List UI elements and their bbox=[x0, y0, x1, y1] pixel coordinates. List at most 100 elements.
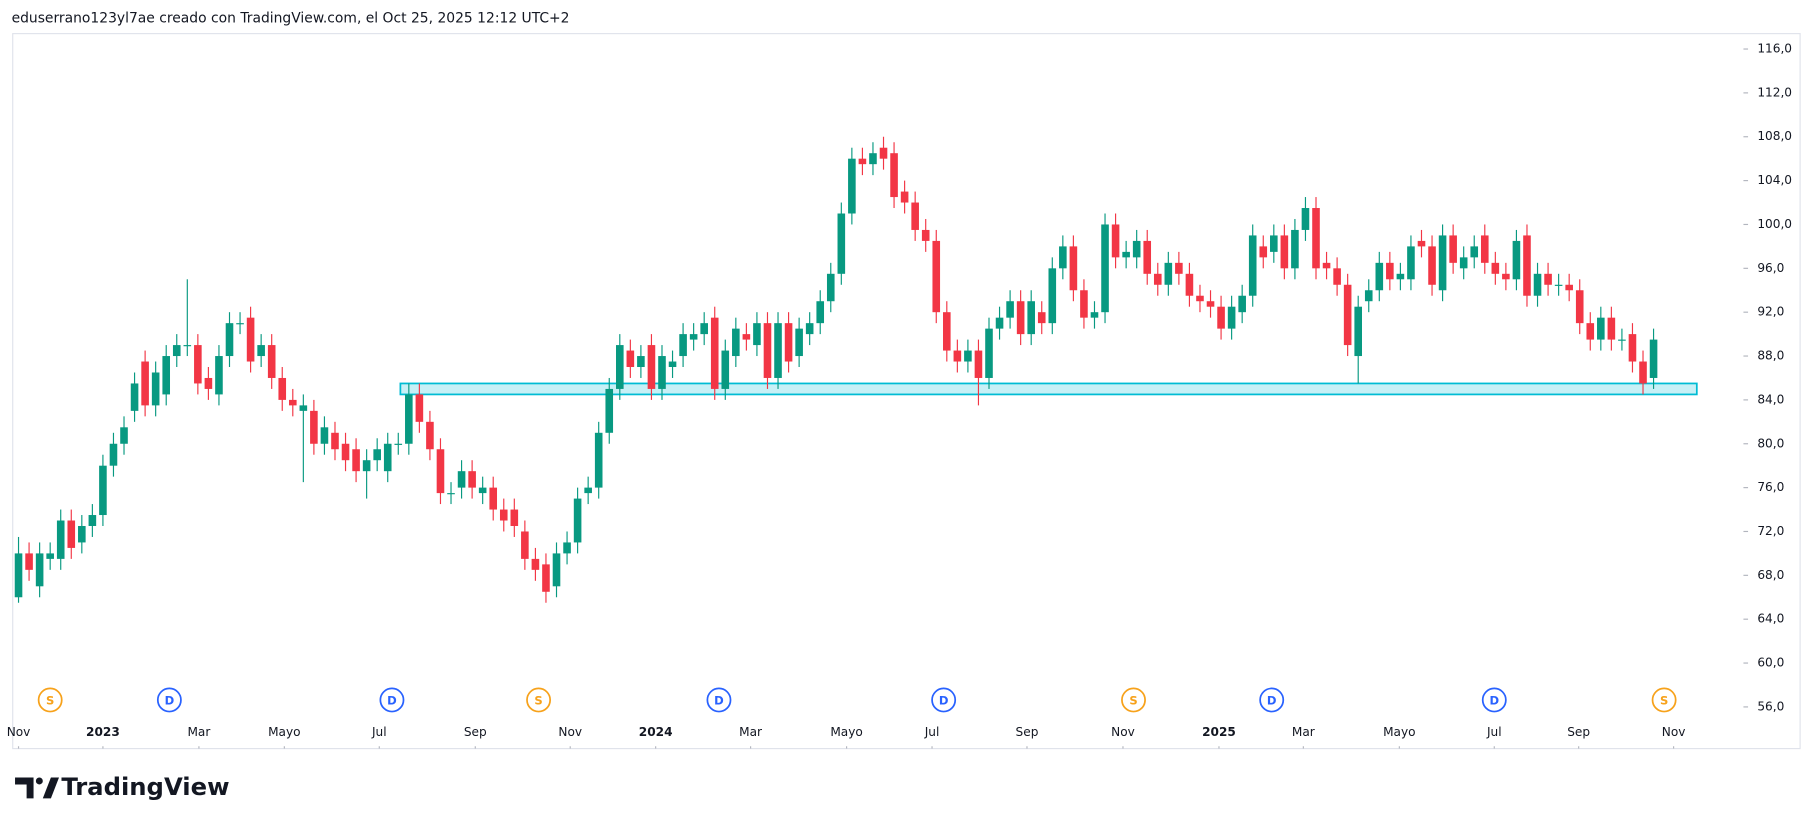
candle-body bbox=[499, 509, 508, 521]
candle-body bbox=[204, 377, 213, 389]
candle-body bbox=[710, 317, 719, 389]
candle-body bbox=[1248, 235, 1257, 296]
candle-body bbox=[1470, 246, 1479, 258]
candle-body bbox=[1259, 246, 1268, 258]
candle-body bbox=[679, 334, 687, 357]
x-tick-label: Sep bbox=[464, 725, 487, 739]
candle-body bbox=[900, 191, 909, 203]
candle-body bbox=[88, 515, 97, 526]
candle-body bbox=[1628, 334, 1637, 362]
candle-body bbox=[1333, 268, 1341, 285]
candle-body bbox=[352, 449, 360, 472]
candle-body bbox=[826, 273, 835, 302]
candle-body bbox=[415, 394, 424, 422]
candle-body bbox=[194, 345, 202, 384]
y-tick-label: 96,0 bbox=[1757, 261, 1784, 275]
event-marker bbox=[931, 687, 957, 713]
candle-body bbox=[172, 345, 181, 357]
candle-body bbox=[1227, 306, 1236, 329]
candle-body bbox=[215, 356, 223, 395]
candle-body bbox=[763, 323, 772, 378]
candle-body bbox=[1386, 262, 1394, 280]
y-tick-label: 76,0 bbox=[1757, 480, 1784, 494]
candle-body bbox=[837, 213, 846, 274]
candle-body bbox=[1132, 240, 1141, 258]
candle-body bbox=[1238, 295, 1246, 313]
candle-body bbox=[1407, 246, 1415, 280]
event-label: S bbox=[46, 694, 54, 708]
candle-body bbox=[848, 158, 856, 214]
candle-body bbox=[1480, 235, 1489, 263]
x-tick-label: 2025 bbox=[1202, 725, 1236, 739]
candle-body bbox=[1164, 262, 1173, 285]
candle-body bbox=[1090, 312, 1099, 318]
y-tick-label: 100,0 bbox=[1757, 217, 1792, 231]
y-tick-label: 104,0 bbox=[1757, 173, 1792, 187]
brand-name: TradingView bbox=[61, 772, 229, 801]
x-tick-label: Nov bbox=[1111, 725, 1135, 739]
candle-body bbox=[1101, 224, 1109, 313]
candle-body bbox=[995, 317, 1004, 329]
candle-body bbox=[331, 432, 339, 450]
candle-body bbox=[1449, 235, 1457, 263]
candle-body bbox=[236, 323, 244, 325]
candle-body bbox=[647, 345, 656, 389]
candle-body bbox=[299, 405, 308, 411]
x-tick-label: Nov bbox=[7, 725, 31, 739]
chart-pane bbox=[12, 33, 1801, 750]
candle-body bbox=[774, 323, 782, 378]
candle-body bbox=[25, 553, 33, 570]
y-tick-label: 56,0 bbox=[1757, 699, 1784, 713]
event-marker bbox=[37, 687, 63, 713]
event-label: D bbox=[165, 694, 175, 708]
candle-body bbox=[605, 388, 614, 433]
y-tick-label: 68,0 bbox=[1757, 568, 1784, 582]
x-tick-label: Mayo bbox=[268, 725, 301, 739]
y-tick-label: 80,0 bbox=[1757, 436, 1784, 450]
x-tick-label: Jul bbox=[924, 725, 940, 739]
event-marker bbox=[526, 687, 552, 713]
candle-body bbox=[700, 323, 708, 335]
y-tick-label: 60,0 bbox=[1757, 656, 1784, 670]
event-marker bbox=[379, 687, 405, 713]
candle-body bbox=[310, 410, 318, 444]
candle-body bbox=[1533, 273, 1542, 296]
candle-body bbox=[1607, 317, 1616, 340]
candle-body bbox=[1459, 257, 1468, 269]
candle-body bbox=[1312, 208, 1320, 269]
candle-body bbox=[1322, 262, 1331, 269]
candle-body bbox=[1048, 268, 1057, 324]
x-tick-label: Jul bbox=[371, 725, 387, 739]
candle-body bbox=[120, 427, 128, 444]
y-tick-label: 92,0 bbox=[1757, 305, 1784, 319]
candle-body bbox=[1364, 290, 1373, 302]
candle-body bbox=[985, 328, 993, 378]
candle-body bbox=[1217, 306, 1225, 329]
candle-body bbox=[1301, 208, 1310, 230]
y-tick-label: 72,0 bbox=[1757, 524, 1784, 538]
candle-body bbox=[99, 465, 107, 516]
candle-body bbox=[1649, 339, 1658, 378]
candle-body bbox=[405, 394, 413, 444]
event-label: S bbox=[1129, 694, 1137, 708]
candle-body bbox=[1586, 323, 1595, 340]
x-tick-label: Mar bbox=[1292, 725, 1315, 739]
candle-body bbox=[183, 345, 192, 347]
candle-body bbox=[1428, 246, 1436, 285]
candle-body bbox=[573, 498, 582, 543]
candle-body bbox=[563, 542, 571, 554]
candle-body bbox=[1375, 262, 1384, 291]
candle-body bbox=[1291, 229, 1299, 269]
candle-body bbox=[1417, 240, 1426, 247]
x-tick-label: Mayo bbox=[830, 725, 862, 739]
candle-body bbox=[521, 531, 529, 559]
candle-body bbox=[1280, 235, 1289, 269]
event-label: D bbox=[387, 694, 397, 708]
candle-body bbox=[278, 377, 287, 400]
candle-body bbox=[1037, 312, 1046, 324]
candle-body bbox=[246, 317, 255, 362]
x-tick-label: Sep bbox=[1567, 725, 1590, 739]
candle-body bbox=[436, 449, 445, 494]
candle-body bbox=[531, 558, 540, 570]
